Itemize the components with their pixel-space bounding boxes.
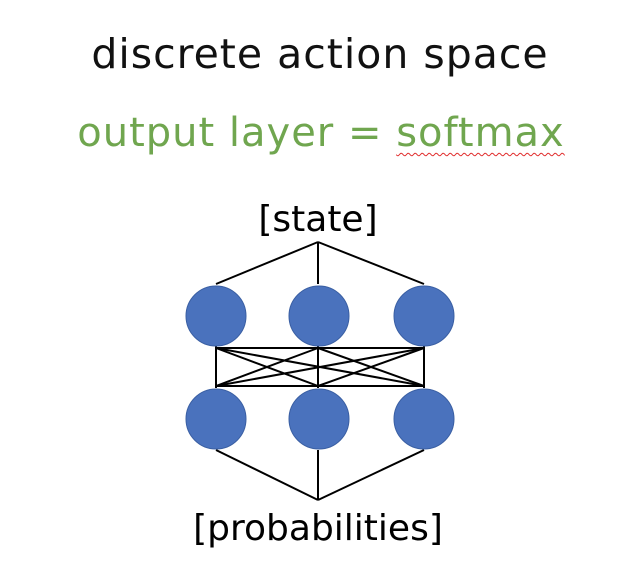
input-edges bbox=[215, 241, 425, 285]
edge-input-tee-right bbox=[317, 241, 425, 285]
node-l2-3 bbox=[393, 388, 455, 450]
edge-input-tee bbox=[215, 241, 319, 285]
node-l1-1 bbox=[185, 285, 247, 347]
subtitle-prefix: output layer = bbox=[77, 110, 397, 156]
output-label: [probabilities] bbox=[193, 508, 443, 549]
edge-x-6 bbox=[317, 347, 425, 387]
hidden-edges bbox=[215, 346, 425, 388]
subtitle-softmax: softmax bbox=[396, 110, 565, 156]
edge-out-right bbox=[317, 449, 425, 501]
edge-out-left bbox=[215, 449, 319, 501]
layer-2 bbox=[185, 388, 455, 450]
input-label: [state] bbox=[258, 199, 377, 240]
node-l1-3 bbox=[393, 285, 455, 347]
layer-1 bbox=[185, 285, 455, 347]
edge-x-5 bbox=[215, 347, 425, 387]
node-l2-1 bbox=[185, 388, 247, 450]
edge-x-3 bbox=[215, 347, 319, 387]
output-edges bbox=[215, 449, 425, 501]
slide-subtitle: output layer = softmax bbox=[0, 110, 624, 156]
node-l1-2 bbox=[288, 285, 350, 347]
node-l2-2 bbox=[288, 388, 350, 450]
slide-title: discrete action space bbox=[91, 30, 549, 78]
